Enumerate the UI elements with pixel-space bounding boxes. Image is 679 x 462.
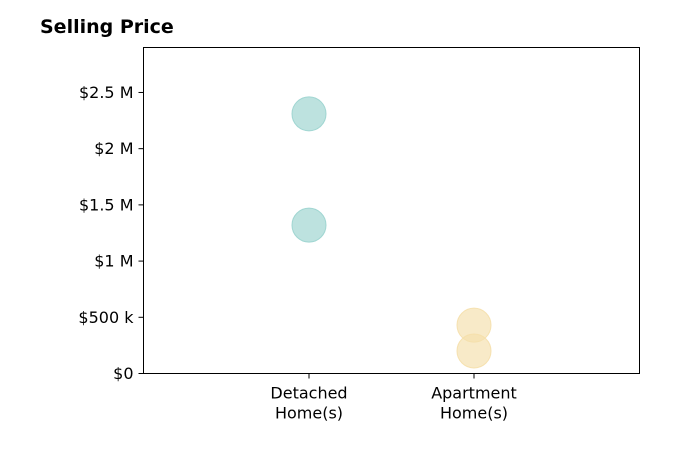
y-tick-label-3: $1.5 M: [79, 195, 134, 214]
y-axis: $0 $500 k $1 M $1.5 M $2 M $2.5 M: [78, 83, 144, 383]
chart-title: Selling Price: [40, 16, 174, 38]
plot-frame: [143, 47, 640, 374]
x-axis: Detached Home(s) Apartment Home(s): [270, 373, 517, 423]
y-tick-label-2: $1 M: [94, 252, 133, 271]
data-point-0: [291, 96, 327, 132]
data-point-1: [291, 207, 327, 243]
x-tick-label-1: Apartment Home(s): [431, 384, 517, 423]
y-tick-label-4: $2 M: [94, 139, 133, 158]
data-point-3: [456, 333, 492, 369]
x-tick-label-0: Detached Home(s): [270, 384, 347, 423]
y-tick-label-0: $0: [113, 364, 133, 383]
y-tick-label-1: $500 k: [78, 308, 134, 327]
y-tick-label-5: $2.5 M: [79, 83, 134, 102]
points-layer: [291, 96, 492, 369]
